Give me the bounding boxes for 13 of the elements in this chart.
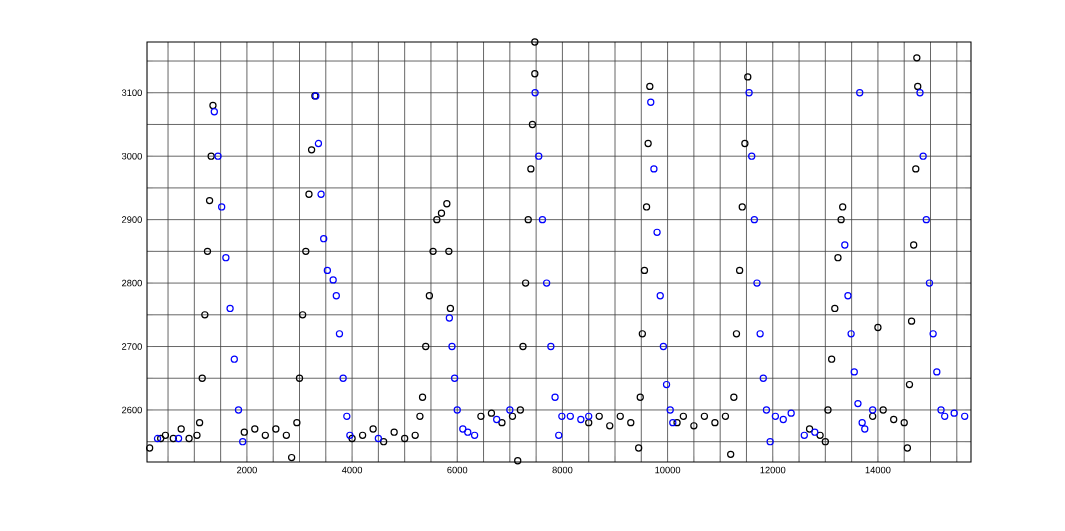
x-tick-label: 6000: [447, 466, 468, 474]
y-tick-label: 2700: [121, 343, 142, 350]
x-tick-label: 4000: [341, 466, 363, 474]
x-tick-label: 10000: [655, 466, 681, 474]
y-tick-label: 3100: [121, 89, 142, 97]
y-tick-label: 2600: [121, 406, 142, 414]
x-tick-label: 8000: [552, 466, 573, 474]
y-tick-label: 2900: [121, 216, 142, 223]
y-tick-label: 3000: [121, 152, 142, 160]
x-tick-label: 12000: [760, 466, 786, 474]
x-tick-label: 2000: [237, 466, 257, 474]
y-tick-label: 2800: [121, 279, 142, 287]
x-tick-label: 14000: [865, 466, 891, 474]
